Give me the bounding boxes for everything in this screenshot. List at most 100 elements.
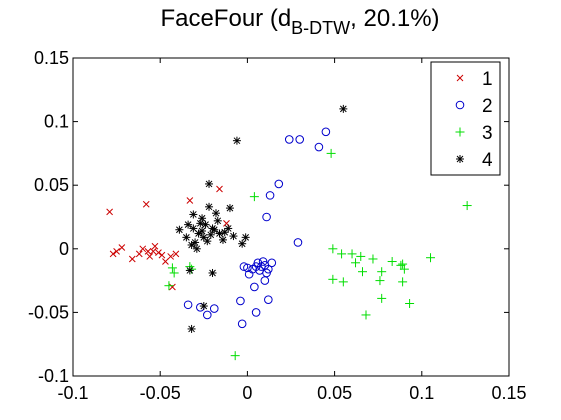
data-point xyxy=(189,210,198,219)
data-point xyxy=(186,197,194,204)
data-point xyxy=(169,283,176,291)
data-point xyxy=(314,142,324,152)
data-point xyxy=(398,277,408,287)
data-point xyxy=(377,293,387,303)
data-point xyxy=(328,244,338,254)
legend-marker xyxy=(456,155,464,163)
data-point xyxy=(146,253,154,260)
data-point xyxy=(201,220,210,229)
data-point xyxy=(189,224,198,233)
data-point xyxy=(321,127,331,137)
data-point xyxy=(182,233,191,242)
data-point xyxy=(339,104,348,113)
data-point xyxy=(158,251,166,259)
data-point xyxy=(118,244,126,251)
data-point xyxy=(169,268,179,278)
data-point xyxy=(172,250,180,258)
data-point xyxy=(239,262,249,271)
data-point xyxy=(164,281,174,291)
data-point xyxy=(347,249,357,259)
data-point xyxy=(128,255,136,263)
data-point xyxy=(264,295,273,304)
data-point xyxy=(293,238,303,247)
data-point xyxy=(203,237,212,246)
data-point xyxy=(144,247,152,255)
data-point xyxy=(232,136,241,145)
data-point xyxy=(238,239,247,248)
data-point xyxy=(236,296,245,306)
data-point xyxy=(155,249,162,256)
data-point xyxy=(192,244,201,253)
chart-title-subscript: B-DTW xyxy=(291,18,350,38)
data-point xyxy=(262,212,271,222)
legend-label: 4 xyxy=(482,150,493,171)
data-point xyxy=(224,224,233,233)
data-point xyxy=(274,179,284,189)
data-point xyxy=(212,209,221,218)
data-point xyxy=(149,247,157,255)
data-point xyxy=(462,201,472,211)
data-point xyxy=(187,240,196,249)
data-point xyxy=(361,310,371,320)
data-point xyxy=(142,200,150,208)
data-point xyxy=(399,264,409,274)
x-tick-label: 0.1 xyxy=(409,383,434,403)
data-point xyxy=(267,258,277,268)
data-point xyxy=(198,226,207,235)
series-4 xyxy=(175,104,348,333)
series-2 xyxy=(183,127,331,329)
data-point xyxy=(260,276,270,285)
data-point xyxy=(375,276,385,286)
data-point xyxy=(187,324,196,333)
data-point xyxy=(398,259,408,269)
y-tick-label: 0.1 xyxy=(44,112,69,132)
data-point xyxy=(295,135,305,144)
chart-title: FaceFour (dB-DTW, 20.1%) xyxy=(160,5,439,38)
x-tick-label: -0.05 xyxy=(140,383,181,403)
data-point xyxy=(356,251,366,261)
data-point xyxy=(206,230,215,239)
data-point xyxy=(216,185,223,193)
legend-marker xyxy=(455,100,465,110)
legend: 1 2 3 4 xyxy=(430,61,501,176)
data-point xyxy=(213,216,222,225)
data-point xyxy=(358,267,368,277)
chart-title-prefix: FaceFour (d xyxy=(160,5,291,32)
data-point xyxy=(426,253,436,263)
data-points xyxy=(106,104,472,361)
x-tick-label: -0.1 xyxy=(57,383,88,403)
data-point xyxy=(326,148,336,158)
legend-label: 2 xyxy=(482,96,493,117)
data-point xyxy=(262,268,271,278)
data-point xyxy=(258,257,268,266)
data-point xyxy=(328,274,338,284)
plot-frame xyxy=(72,57,510,377)
data-point xyxy=(249,192,259,202)
data-point xyxy=(208,268,217,277)
data-point xyxy=(162,258,169,265)
data-point xyxy=(264,264,273,274)
data-point xyxy=(167,263,177,273)
data-point xyxy=(250,282,259,292)
data-point xyxy=(185,266,194,275)
data-point xyxy=(243,263,252,273)
data-point xyxy=(183,300,193,310)
data-point xyxy=(139,245,147,253)
data-point xyxy=(109,250,117,258)
data-point xyxy=(205,179,214,188)
data-point xyxy=(215,229,224,238)
legend-marker xyxy=(455,127,465,137)
data-point xyxy=(387,257,397,267)
x-tick-label: 0.15 xyxy=(491,383,526,403)
data-point xyxy=(218,235,227,244)
data-point xyxy=(106,208,113,216)
data-point xyxy=(113,247,120,255)
data-point xyxy=(251,308,261,317)
data-point xyxy=(175,225,184,234)
legend-label: 1 xyxy=(482,69,493,90)
y-tick-label: 0 xyxy=(59,239,69,259)
x-tick-label: 0 xyxy=(242,383,252,403)
data-point xyxy=(241,233,250,242)
data-point xyxy=(368,254,378,264)
